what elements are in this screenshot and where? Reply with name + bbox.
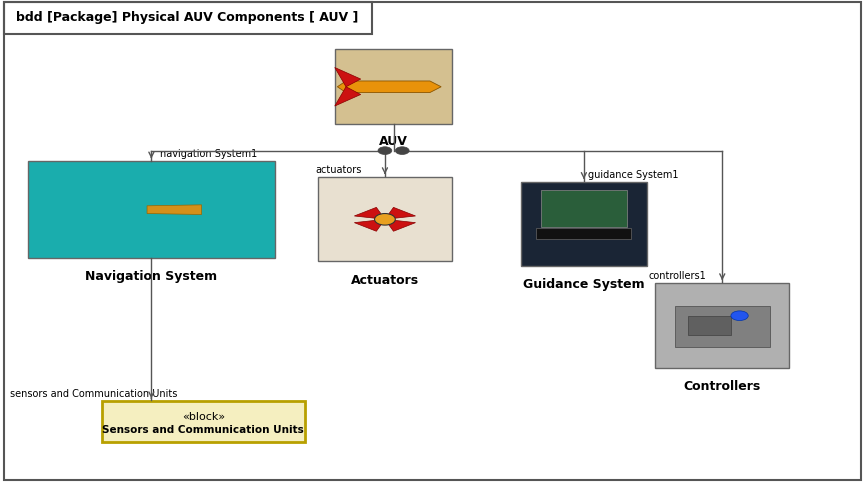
Text: Actuators: Actuators [351, 274, 419, 286]
Text: guidance System1: guidance System1 [588, 170, 679, 179]
Polygon shape [385, 207, 415, 219]
Text: Guidance System: Guidance System [523, 279, 644, 291]
Circle shape [395, 147, 409, 155]
Text: sensors and Communication Units: sensors and Communication Units [10, 389, 177, 399]
Circle shape [731, 311, 748, 321]
Polygon shape [335, 87, 361, 106]
Polygon shape [355, 207, 385, 219]
Polygon shape [335, 67, 361, 87]
Polygon shape [355, 219, 385, 231]
Bar [675, 306, 770, 347]
Text: Sensors and Communication Units: Sensors and Communication Units [102, 426, 304, 435]
Text: controllers1: controllers1 [649, 271, 707, 281]
Bar [541, 190, 627, 227]
Polygon shape [147, 205, 202, 214]
Bar [536, 228, 631, 239]
Bar [28, 161, 275, 258]
Bar [4, 2, 372, 34]
Text: «block»: «block» [182, 412, 225, 422]
Text: Navigation System: Navigation System [86, 270, 217, 283]
Text: bdd [Package] Physical AUV Components [ AUV ]: bdd [Package] Physical AUV Components [ … [16, 12, 358, 24]
Circle shape [378, 147, 392, 155]
Bar [656, 283, 790, 367]
Polygon shape [385, 219, 415, 231]
Polygon shape [688, 316, 731, 335]
Bar [336, 49, 452, 124]
Text: Controllers: Controllers [683, 380, 761, 392]
Text: navigation System1: navigation System1 [160, 149, 257, 159]
Text: AUV: AUV [379, 135, 408, 147]
Polygon shape [337, 81, 441, 93]
Circle shape [375, 214, 395, 225]
Bar [102, 401, 304, 442]
Bar [318, 177, 452, 261]
Bar [521, 182, 647, 266]
Text: actuators: actuators [316, 165, 362, 174]
